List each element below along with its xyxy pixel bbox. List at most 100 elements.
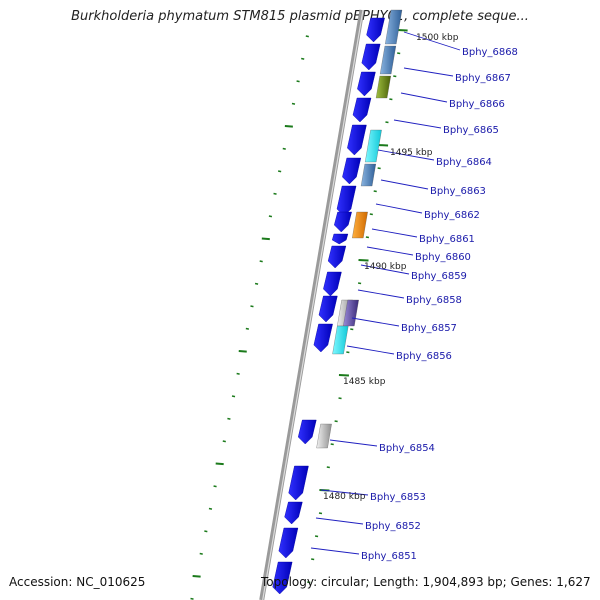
cds-arrow xyxy=(327,245,347,269)
gene-label[interactable]: Bphy_6867 xyxy=(455,73,511,84)
backbone-highlight xyxy=(262,9,364,600)
outer-tick-marks xyxy=(190,35,309,600)
cds-arrow xyxy=(318,295,338,323)
cds-arrow xyxy=(347,124,367,156)
outer-tick xyxy=(222,440,226,443)
inner-tick xyxy=(326,466,330,469)
outer-tick xyxy=(261,237,270,241)
cog-box xyxy=(360,163,376,187)
outer-tick xyxy=(296,80,300,83)
inner-tick xyxy=(389,98,393,101)
gene-label[interactable]: Bphy_6860 xyxy=(415,252,471,263)
gene-label[interactable]: Bphy_6859 xyxy=(411,271,467,282)
gene-label[interactable]: Bphy_6866 xyxy=(449,99,505,110)
scale-label: 1485 kbp xyxy=(343,377,386,387)
leader-line xyxy=(377,149,435,161)
gene-label[interactable]: Bphy_6864 xyxy=(436,157,492,168)
inner-tick xyxy=(358,259,369,262)
cds-arrow xyxy=(361,43,381,71)
backbone-line xyxy=(259,9,365,600)
outer-tick xyxy=(208,507,213,510)
leader-line xyxy=(320,489,369,496)
scale-label: 1490 kbp xyxy=(364,262,407,272)
outer-tick xyxy=(273,192,277,195)
gene-label[interactable]: Bphy_6861 xyxy=(419,234,475,245)
outer-tick xyxy=(190,597,194,600)
scale-label: 1495 kbp xyxy=(390,148,433,158)
gene-label[interactable]: Bphy_6852 xyxy=(365,521,421,532)
cds-arrow xyxy=(313,323,333,353)
inner-tick xyxy=(338,374,349,377)
gene-label[interactable]: Bphy_6857 xyxy=(401,323,457,334)
outer-tick xyxy=(277,170,282,173)
leader-line xyxy=(371,228,418,238)
gene-label[interactable]: Bphy_6868 xyxy=(462,47,518,58)
cds-track xyxy=(272,17,385,595)
cds-arrow xyxy=(336,185,357,217)
outer-tick xyxy=(238,350,247,353)
cog-box xyxy=(332,325,349,355)
leader-line xyxy=(403,67,454,77)
cds-arrow xyxy=(342,157,362,185)
outer-tick xyxy=(259,260,263,263)
leader-line xyxy=(360,264,410,275)
outer-tick xyxy=(236,372,240,375)
cog-box xyxy=(379,45,397,75)
outer-tick xyxy=(245,327,250,330)
leader-line xyxy=(393,119,442,129)
outer-tick xyxy=(213,485,217,488)
inner-tick xyxy=(318,512,323,515)
leader-line xyxy=(315,517,364,525)
inner-tick xyxy=(311,558,315,561)
outer-tick xyxy=(250,305,254,308)
inner-tick xyxy=(350,328,354,331)
outer-tick xyxy=(227,417,231,420)
inner-tick xyxy=(314,535,319,538)
inner-tick xyxy=(393,75,397,78)
leader-line xyxy=(375,203,423,214)
cds-arrow xyxy=(352,97,372,123)
gene-label[interactable]: Bphy_6851 xyxy=(361,551,417,562)
cog-box xyxy=(385,9,403,45)
label-leaders xyxy=(310,31,461,555)
outer-tick xyxy=(268,215,273,218)
cog-box-2 xyxy=(343,299,359,327)
gene-label[interactable]: Bphy_6856 xyxy=(396,351,452,362)
leader-line xyxy=(329,439,378,447)
gene-label[interactable]: Bphy_6858 xyxy=(406,295,462,306)
cds-arrow xyxy=(284,501,303,525)
outer-tick xyxy=(199,552,203,555)
inner-tick xyxy=(385,121,389,124)
cds-arrow xyxy=(334,211,352,233)
backbone-axis xyxy=(259,9,365,600)
cds-arrow xyxy=(357,71,376,97)
gene-label[interactable]: Bphy_6863 xyxy=(430,186,486,197)
scale-label: 1480 kbp xyxy=(323,492,366,502)
leader-line xyxy=(346,345,395,355)
outer-tick xyxy=(301,57,305,60)
cog-box xyxy=(316,423,332,449)
gene-label[interactable]: Bphy_6854 xyxy=(379,443,435,454)
inner-tick xyxy=(373,190,377,193)
inner-tick xyxy=(377,167,381,170)
inner-tick xyxy=(378,144,389,147)
gene-label[interactable]: Bphy_6853 xyxy=(370,492,426,503)
cog-track xyxy=(316,9,403,449)
map-title: Burkholderia phymatum STM815 plasmid pBP… xyxy=(71,9,529,24)
gene-label[interactable]: Bphy_6865 xyxy=(443,125,499,136)
inner-tick xyxy=(334,420,338,423)
leader-line xyxy=(366,246,414,256)
outer-tick xyxy=(254,282,259,285)
leader-line xyxy=(351,317,400,327)
accession-text: Accession: NC_010625 xyxy=(9,575,146,589)
outer-tick xyxy=(204,530,208,533)
gene-label[interactable]: Bphy_6862 xyxy=(424,210,480,221)
leader-line xyxy=(380,179,429,190)
outer-tick xyxy=(284,125,293,128)
leader-line xyxy=(400,92,448,103)
inner-tick xyxy=(397,29,408,32)
inner-tick xyxy=(369,213,373,216)
inner-tick xyxy=(397,52,401,55)
leader-line xyxy=(310,547,360,555)
